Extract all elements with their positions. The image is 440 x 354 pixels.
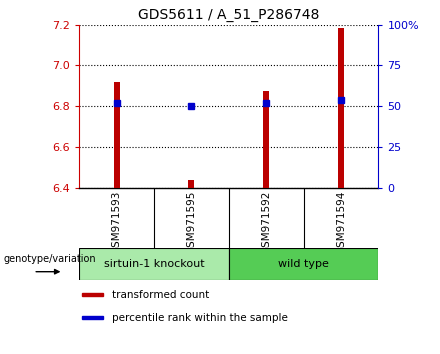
Text: genotype/variation: genotype/variation <box>4 254 97 264</box>
Bar <box>263 91 269 188</box>
Bar <box>114 82 120 188</box>
Bar <box>79 248 229 280</box>
Text: percentile rank within the sample: percentile rank within the sample <box>112 313 288 323</box>
Text: GSM971594: GSM971594 <box>336 190 346 254</box>
Bar <box>188 181 194 188</box>
Bar <box>82 316 103 319</box>
Title: GDS5611 / A_51_P286748: GDS5611 / A_51_P286748 <box>138 8 319 22</box>
Bar <box>338 28 344 188</box>
Text: transformed count: transformed count <box>112 290 209 300</box>
Bar <box>82 293 103 296</box>
Text: GSM971592: GSM971592 <box>261 190 271 254</box>
Text: GSM971593: GSM971593 <box>112 190 121 254</box>
Bar <box>229 248 378 280</box>
Text: wild type: wild type <box>278 259 329 269</box>
Text: sirtuin-1 knockout: sirtuin-1 knockout <box>104 259 204 269</box>
Text: GSM971595: GSM971595 <box>187 190 196 254</box>
